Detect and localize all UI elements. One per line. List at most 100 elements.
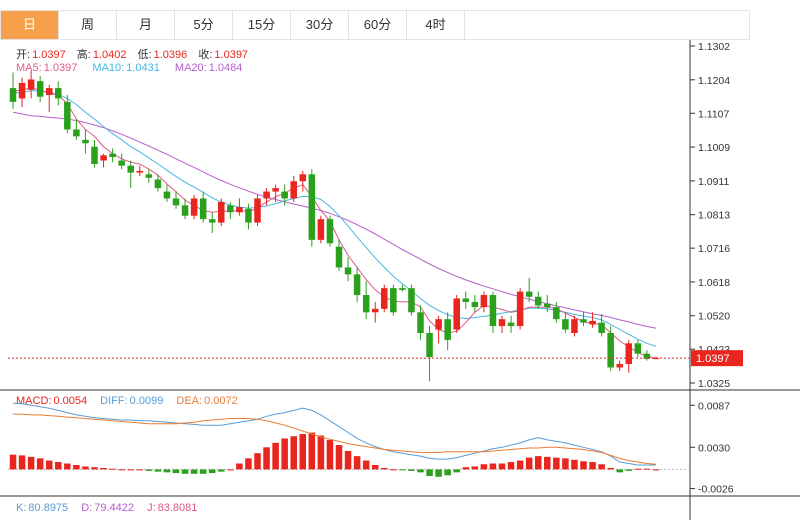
candle-down bbox=[208, 219, 216, 223]
tab-60min[interactable]: 60分 bbox=[349, 11, 407, 39]
tab-4hour[interactable]: 4时 bbox=[407, 11, 465, 39]
macd-readout: MACD: 0.0054 DIFF: 0.0099 DEA: 0.0072 bbox=[16, 395, 240, 407]
current-price-label: 1.0397 bbox=[696, 353, 730, 365]
candle-up bbox=[254, 198, 261, 223]
macd-bar-positive bbox=[371, 464, 379, 470]
diff-value: 0.0099 bbox=[129, 395, 164, 407]
current-price-tag bbox=[691, 350, 743, 367]
ohlc-readout: 开: 1.0397 高: 1.0402 低: 1.0396 收: 1.0397 bbox=[16, 46, 250, 62]
macd-bar-positive bbox=[299, 434, 307, 470]
macd-bar-negative bbox=[625, 469, 633, 471]
macd-bar-positive bbox=[136, 469, 144, 471]
candle-down bbox=[580, 319, 587, 323]
macd-bar-positive bbox=[580, 461, 587, 470]
candle-down bbox=[172, 198, 180, 206]
macd-tick-label: -0.0026 bbox=[698, 484, 734, 496]
macd-bar-positive bbox=[652, 469, 660, 471]
candle-down bbox=[109, 153, 116, 158]
candle-up bbox=[299, 174, 307, 182]
low-value: 1.0396 bbox=[153, 49, 188, 61]
macd-bar-positive bbox=[589, 462, 596, 470]
candle-down bbox=[55, 88, 62, 99]
candle-up bbox=[381, 288, 388, 309]
price-tick-label: 1.0325 bbox=[698, 378, 730, 390]
macd-value: 0.0054 bbox=[53, 395, 88, 407]
macd-bar-negative bbox=[616, 469, 623, 473]
tab-15min[interactable]: 15分 bbox=[233, 11, 291, 39]
candle-down bbox=[399, 288, 406, 290]
macd-bar-negative bbox=[453, 469, 460, 473]
candle-up bbox=[27, 79, 35, 90]
price-tick-label: 1.0911 bbox=[698, 176, 729, 188]
macd-bar-positive bbox=[362, 460, 370, 470]
candle-down bbox=[335, 246, 343, 268]
candle-down bbox=[73, 129, 80, 137]
tab-week[interactable]: 周 bbox=[59, 11, 117, 39]
diff-label: DIFF: bbox=[100, 395, 128, 407]
high-value: 1.0402 bbox=[92, 49, 127, 61]
candle-up bbox=[589, 320, 596, 325]
candle-down bbox=[181, 205, 189, 216]
macd-bar-positive bbox=[544, 456, 551, 470]
close-value: 1.0397 bbox=[214, 49, 249, 61]
candle-down bbox=[145, 174, 153, 178]
macd-bar-positive bbox=[643, 468, 651, 470]
price-tick-label: 1.1204 bbox=[698, 75, 730, 87]
candle-down bbox=[598, 322, 605, 333]
candle-up bbox=[190, 198, 198, 216]
candle-down bbox=[489, 295, 497, 327]
candle-down bbox=[163, 191, 171, 199]
candle-up bbox=[453, 298, 460, 330]
candle-up bbox=[616, 364, 623, 368]
candle-down bbox=[607, 332, 614, 368]
macd-bar-positive bbox=[534, 456, 542, 470]
macd-bar-negative bbox=[408, 469, 415, 471]
macd-tick-label: 0.0030 bbox=[698, 442, 730, 454]
tab-month[interactable]: 月 bbox=[117, 11, 175, 39]
high-label: 高: bbox=[76, 49, 91, 61]
candle-up bbox=[435, 319, 442, 330]
candle-down bbox=[9, 88, 17, 102]
macd-bar-negative bbox=[172, 469, 180, 474]
price-tick-label: 1.1302 bbox=[698, 41, 730, 53]
candle-up bbox=[263, 191, 270, 199]
ma20-label: MA20: bbox=[174, 62, 207, 74]
macd-bar-negative bbox=[417, 469, 424, 473]
close-label: 收: bbox=[198, 49, 213, 61]
macd-bar-positive bbox=[335, 445, 343, 470]
tab-5min[interactable]: 5分 bbox=[175, 11, 233, 39]
macd-bar-positive bbox=[118, 469, 125, 471]
macd-bar-positive bbox=[480, 464, 488, 470]
macd-bar-positive bbox=[571, 459, 578, 470]
candle-up bbox=[571, 319, 578, 333]
candle-up bbox=[136, 170, 144, 173]
macd-bar-positive bbox=[353, 456, 361, 470]
macd-bar-positive bbox=[82, 466, 89, 470]
macd-bar-positive bbox=[245, 458, 252, 470]
candle-down bbox=[127, 165, 134, 173]
price-tick-label: 1.0520 bbox=[698, 311, 730, 323]
candle-down bbox=[118, 160, 125, 166]
ma5-label: MA5: bbox=[16, 62, 42, 74]
macd-bar-positive bbox=[236, 463, 243, 470]
macd-bar-positive bbox=[562, 458, 569, 470]
macd-bar-positive bbox=[27, 456, 35, 470]
candle-down bbox=[326, 219, 334, 244]
candle-down bbox=[281, 191, 288, 199]
candle-down bbox=[82, 139, 89, 144]
macd-bar-positive bbox=[91, 467, 98, 470]
ma20-line bbox=[12, 111, 656, 329]
macd-bar-positive bbox=[634, 468, 642, 470]
k-value: 80.8975 bbox=[28, 502, 69, 514]
macd-bar-positive bbox=[100, 467, 107, 470]
ma5-line bbox=[12, 87, 656, 359]
price-tick-label: 1.1009 bbox=[698, 142, 730, 154]
candle-down bbox=[562, 319, 569, 330]
tab-30min[interactable]: 30分 bbox=[291, 11, 349, 39]
tab-day[interactable]: 日 bbox=[1, 11, 59, 39]
macd-bar-negative bbox=[199, 469, 207, 474]
macd-bar-positive bbox=[607, 467, 614, 470]
candle-up bbox=[218, 201, 225, 223]
ma5-value: 1.0397 bbox=[43, 62, 78, 74]
